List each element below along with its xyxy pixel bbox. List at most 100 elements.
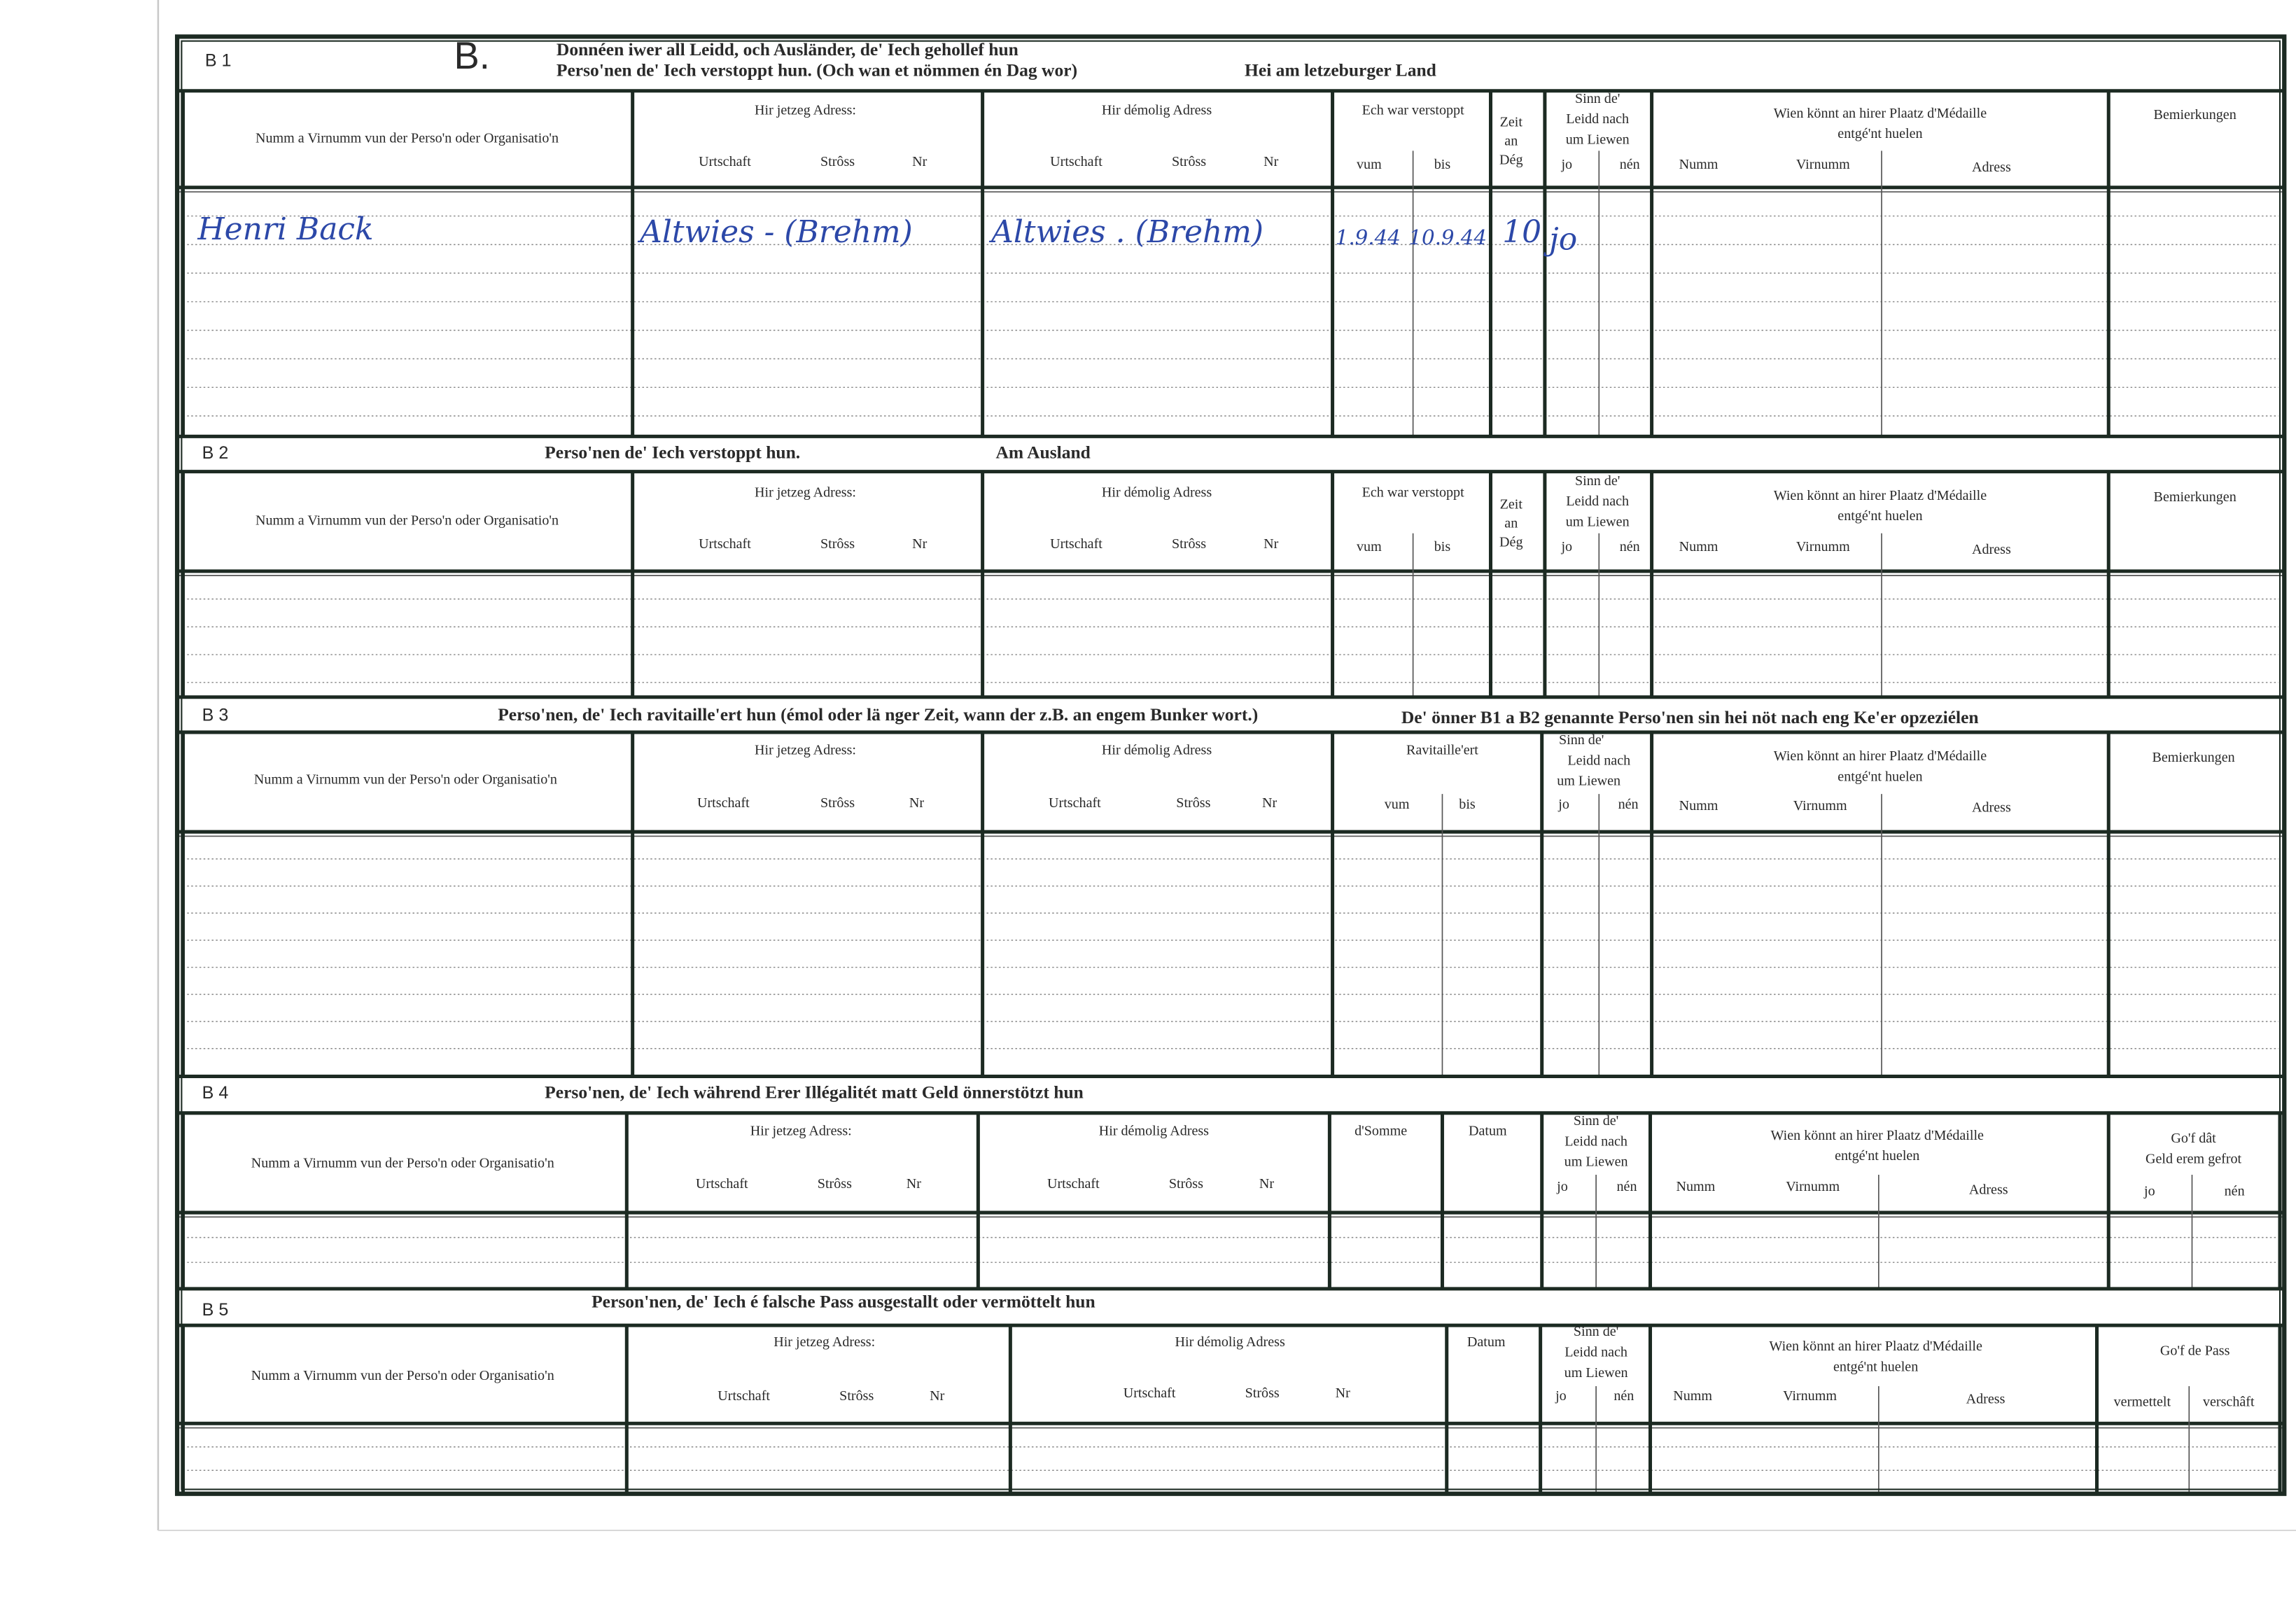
column-header: Bemierkungen: [2154, 489, 2236, 505]
column-header: an: [1504, 134, 1518, 149]
column-header: Adress: [1966, 1391, 2005, 1406]
column-header: Leidd nach: [1566, 494, 1629, 509]
column-header: Dég: [1499, 153, 1522, 168]
column-header: Urtschaft: [1050, 536, 1102, 552]
column-header: Hir jetzeg Adress:: [755, 103, 856, 118]
section-title: Perso'nen de' Iech verstoppt hun. (Och w…: [556, 60, 1077, 80]
column-header: nén: [1614, 1388, 1634, 1404]
column-header: Hir jetzeg Adress:: [750, 1124, 852, 1139]
section-title: Perso'nen de' Iech verstoppt hun.: [545, 442, 800, 462]
column-header: Go'f de Pass: [2160, 1343, 2230, 1358]
column-header: Wien könnt an hirer Plaatz d'Médaille: [1769, 1339, 1982, 1354]
column-header: Numm a Virnumm vun der Perso'n oder Orga…: [255, 130, 559, 146]
column-header: d'Somme: [1354, 1124, 1407, 1139]
column-header: Hir jetzeg Adress:: [774, 1334, 875, 1350]
column-header: nén: [1618, 797, 1639, 812]
column-header: Numm a Virnumm vun der Perso'n oder Orga…: [254, 772, 557, 788]
column-header: Virnumm: [1783, 1388, 1837, 1404]
column-header: Urtschaft: [1049, 795, 1101, 811]
column-header: entgé'nt huelen: [1837, 508, 1922, 524]
column-header: entgé'nt huelen: [1835, 1148, 1919, 1164]
column-header: Hir démolig Adress: [1102, 743, 1212, 758]
outer-frame: [174, 34, 2287, 1496]
column-header: vum: [1357, 157, 1382, 172]
section-label: B 4: [202, 1083, 229, 1103]
column-header: Hir jetzeg Adress:: [755, 485, 856, 501]
section-title: Hei am letzeburger Land: [1245, 60, 1436, 80]
column-header: Urtschaft: [696, 1176, 748, 1192]
column-header: Nr: [1259, 1176, 1274, 1192]
column-header: Ech war verstoppt: [1362, 103, 1464, 118]
handwritten-entry: jo: [1543, 222, 1577, 258]
column-header: Zeit: [1500, 114, 1523, 130]
column-header: jo: [1558, 797, 1569, 812]
column-header: jo: [1560, 157, 1572, 172]
column-header: Strôss: [1245, 1385, 1280, 1401]
column-header: Nr: [1262, 795, 1277, 811]
column-header: Urtschaft: [1124, 1385, 1176, 1401]
column-header: Wien könnt an hirer Plaatz d'Médaille: [1774, 106, 1987, 121]
column-header: Ech war verstoppt: [1362, 485, 1464, 501]
column-header: Datum: [1467, 1334, 1506, 1350]
section-title: De' önner B1 a B2 genannte Perso'nen sin…: [1401, 707, 1979, 727]
column-header: Nr: [906, 1176, 921, 1192]
column-header: bis: [1434, 539, 1451, 554]
column-header: Urtschaft: [718, 1388, 770, 1404]
column-header: Adress: [1972, 160, 2011, 175]
column-header: Sinn de': [1575, 91, 1620, 106]
handwritten-entry: 10.9.44: [1408, 225, 1487, 249]
column-header: Numm: [1679, 539, 1718, 554]
column-header: Numm a Virnumm vun der Perso'n oder Orga…: [251, 1156, 554, 1171]
column-header: Strôss: [839, 1388, 874, 1404]
column-header: Strôss: [1169, 1176, 1203, 1192]
column-header: Datum: [1469, 1124, 1507, 1139]
column-header: Strôss: [820, 154, 855, 169]
column-header: Strôss: [1172, 536, 1206, 552]
column-header: Urtschaft: [1050, 154, 1102, 169]
column-header: Nr: [912, 536, 927, 552]
column-header: Sinn de': [1559, 732, 1604, 748]
section-title: Perso'nen, de' Iech ravitaille'ert hun (…: [498, 704, 1258, 725]
column-header: Hir démolig Adress: [1102, 485, 1212, 501]
column-header: Virnumm: [1793, 798, 1847, 814]
column-header: Virnumm: [1786, 1179, 1840, 1194]
column-header: Numm: [1679, 798, 1718, 814]
column-header: Nr: [1264, 536, 1278, 552]
handwritten-entry: Henri Back: [197, 211, 373, 247]
column-header: nén: [2225, 1183, 2245, 1199]
column-header: bis: [1459, 797, 1476, 812]
handwritten-entry: 1.9.44: [1336, 225, 1401, 249]
column-header: Numm: [1676, 1179, 1715, 1194]
column-header: Virnumm: [1796, 539, 1850, 554]
column-header: Leidd nach: [1566, 111, 1629, 127]
column-header: Zeit: [1500, 496, 1523, 512]
column-header: Strôss: [1172, 154, 1206, 169]
column-header: um Liewen: [1564, 1154, 1628, 1170]
column-header: jo: [2143, 1183, 2155, 1199]
column-header: um Liewen: [1557, 774, 1620, 789]
column-header: nén: [1620, 539, 1640, 554]
column-header: Nr: [1336, 1385, 1350, 1401]
section-title: Am Ausland: [995, 442, 1090, 462]
column-header: um Liewen: [1566, 132, 1630, 147]
handwritten-entry: 10: [1502, 214, 1541, 250]
column-header: Sinn de': [1575, 473, 1620, 489]
section-label: B 3: [202, 706, 229, 725]
column-header: Geld erem gefrot: [2146, 1151, 2242, 1166]
handwritten-entry: Altwies . (Brehm): [988, 214, 1264, 250]
column-header: Sinn de': [1574, 1324, 1618, 1339]
column-header: entgé'nt huelen: [1833, 1359, 1918, 1374]
column-header: jo: [1560, 539, 1572, 554]
section-label: B 2: [202, 443, 229, 463]
column-header: vum: [1385, 797, 1410, 812]
column-header: Nr: [909, 795, 924, 811]
column-header: Urtschaft: [699, 536, 751, 552]
column-header: Wien könnt an hirer Plaatz d'Médaille: [1771, 1128, 1984, 1143]
column-header: um Liewen: [1566, 514, 1630, 529]
column-header: bis: [1434, 157, 1451, 172]
column-header: an: [1504, 516, 1518, 531]
column-header: Numm: [1679, 157, 1718, 172]
column-header: Numm a Virnumm vun der Perso'n oder Orga…: [251, 1368, 554, 1383]
